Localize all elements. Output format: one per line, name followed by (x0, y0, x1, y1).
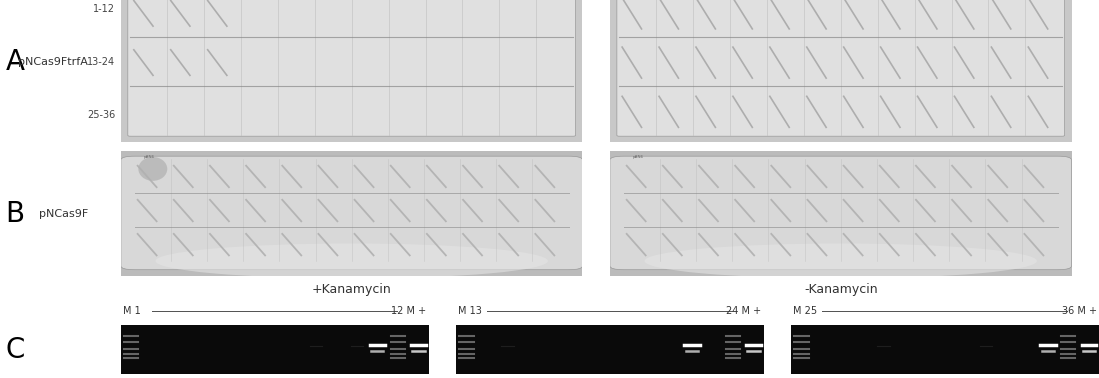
FancyBboxPatch shape (587, 145, 1095, 279)
Text: M 13: M 13 (458, 306, 482, 316)
Text: M 25: M 25 (793, 306, 818, 316)
Text: M 1: M 1 (123, 306, 141, 316)
FancyBboxPatch shape (121, 156, 582, 270)
FancyBboxPatch shape (610, 156, 1072, 270)
Text: 24 M +: 24 M + (726, 306, 762, 316)
Text: pAN6: pAN6 (144, 155, 155, 159)
Text: 1-12: 1-12 (93, 5, 115, 14)
FancyBboxPatch shape (791, 325, 1099, 374)
Text: B: B (5, 200, 24, 228)
Text: C: C (5, 336, 25, 364)
FancyBboxPatch shape (121, 325, 429, 374)
FancyBboxPatch shape (127, 0, 576, 136)
Ellipse shape (156, 243, 548, 279)
FancyBboxPatch shape (606, 0, 1076, 143)
Text: pAN6: pAN6 (633, 155, 644, 159)
FancyBboxPatch shape (456, 325, 764, 374)
Ellipse shape (138, 157, 167, 181)
Text: 36 M +: 36 M + (1062, 306, 1097, 316)
Text: +Kanamycin: +Kanamycin (312, 283, 391, 296)
Text: pNCas9F: pNCas9F (38, 209, 88, 218)
FancyBboxPatch shape (617, 0, 1065, 136)
Text: 13-24: 13-24 (87, 57, 115, 67)
Text: 12 M +: 12 M + (391, 306, 426, 316)
Text: A: A (5, 48, 24, 76)
Ellipse shape (645, 243, 1037, 279)
Text: pNCas9FtrfA: pNCas9FtrfA (18, 57, 88, 67)
Text: -Kanamycin: -Kanamycin (804, 283, 877, 296)
Text: 25-36: 25-36 (87, 110, 115, 120)
FancyBboxPatch shape (98, 145, 606, 279)
FancyBboxPatch shape (116, 0, 587, 143)
